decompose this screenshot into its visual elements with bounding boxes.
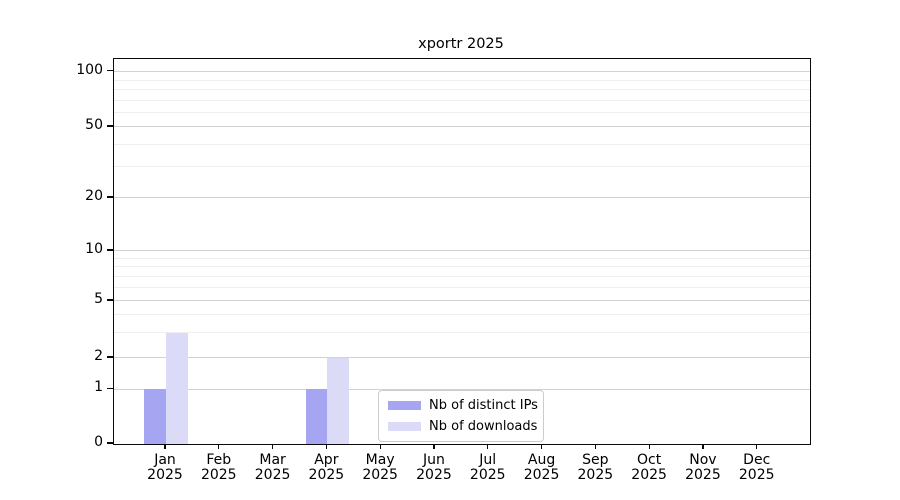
- gridline: [114, 266, 810, 268]
- x-tick-label: Jan 2025: [147, 452, 183, 483]
- bar-downloads-apr: [327, 357, 349, 444]
- y-axis-tick: [107, 196, 113, 198]
- gridline: [114, 197, 810, 199]
- gridline: [114, 79, 810, 81]
- y-tick-label: 100: [76, 61, 103, 78]
- y-tick-label: 5: [94, 290, 103, 307]
- x-tick-label: Apr 2025: [308, 452, 345, 483]
- gridline: [114, 300, 810, 302]
- x-tick-label: Aug 2025: [523, 452, 560, 483]
- chart-title: xportr 2025: [418, 36, 504, 52]
- legend-label-downloads: Nb of downloads: [429, 419, 538, 434]
- gridline: [114, 257, 810, 259]
- y-tick-label: 2: [94, 347, 103, 364]
- gridline: [114, 388, 810, 390]
- x-tick-label: Oct 2025: [631, 452, 667, 483]
- x-axis-tick: [433, 444, 435, 449]
- y-tick-label: 20: [85, 187, 103, 204]
- y-axis-tick: [107, 356, 113, 358]
- x-tick-label: Nov 2025: [685, 452, 721, 483]
- gridline: [114, 126, 810, 128]
- y-axis-tick: [107, 299, 113, 301]
- gridline: [114, 71, 810, 73]
- gridline: [114, 287, 810, 289]
- x-tick-label: Sep 2025: [577, 452, 614, 483]
- x-tick-label: Dec 2025: [738, 452, 775, 483]
- gridline: [114, 250, 810, 252]
- x-axis-tick: [271, 444, 274, 449]
- x-axis-tick: [594, 444, 597, 449]
- x-axis-tick: [702, 444, 704, 449]
- gridline: [114, 143, 810, 145]
- legend-swatch-distinct-ips: [388, 401, 421, 410]
- gridline: [114, 99, 810, 101]
- x-axis-tick: [325, 444, 328, 449]
- legend-label-distinct-ips: Nb of distinct IPs: [429, 398, 538, 413]
- gridline: [114, 314, 810, 316]
- gridline: [114, 357, 810, 359]
- x-axis-tick: [648, 444, 650, 449]
- y-tick-label: 50: [85, 116, 103, 133]
- x-axis-tick: [379, 444, 381, 449]
- y-tick-label: 10: [85, 240, 103, 257]
- y-axis-tick: [107, 70, 113, 72]
- x-axis-tick: [540, 444, 543, 449]
- legend: Nb of distinct IPs Nb of downloads: [378, 390, 544, 442]
- bar-downloads-jan: [165, 332, 188, 444]
- legend-swatch-downloads: [388, 422, 421, 431]
- y-tick-label: 0: [94, 434, 103, 450]
- x-tick-label: May 2025: [362, 452, 398, 483]
- y-tick-label: 1: [94, 379, 103, 396]
- x-axis-tick: [487, 444, 489, 449]
- legend-item-downloads: Nb of downloads: [388, 419, 538, 434]
- x-axis-tick: [164, 444, 166, 449]
- x-tick-label: Feb 2025: [200, 452, 237, 483]
- gridline: [114, 332, 810, 334]
- y-axis-tick: [107, 387, 113, 389]
- legend-item-distinct-ips: Nb of distinct IPs: [388, 398, 538, 413]
- x-axis-tick: [218, 444, 220, 449]
- y-axis-tick: [107, 249, 113, 251]
- x-tick-label: Mar 2025: [254, 452, 291, 483]
- gridline: [114, 276, 810, 278]
- x-axis-tick: [756, 444, 758, 449]
- x-tick-label: Jun 2025: [416, 452, 452, 483]
- gridline: [114, 111, 810, 113]
- bar-distinct-ips-apr: [305, 389, 328, 444]
- bar-distinct-ips-jan: [144, 389, 166, 444]
- y-axis-tick: [107, 442, 113, 444]
- plot-area: Nb of distinct IPs Nb of downloads: [113, 58, 811, 445]
- x-tick-label: Jul 2025: [469, 452, 506, 483]
- y-axis-tick: [107, 125, 113, 127]
- gridline: [114, 166, 810, 168]
- gridline: [114, 89, 810, 90]
